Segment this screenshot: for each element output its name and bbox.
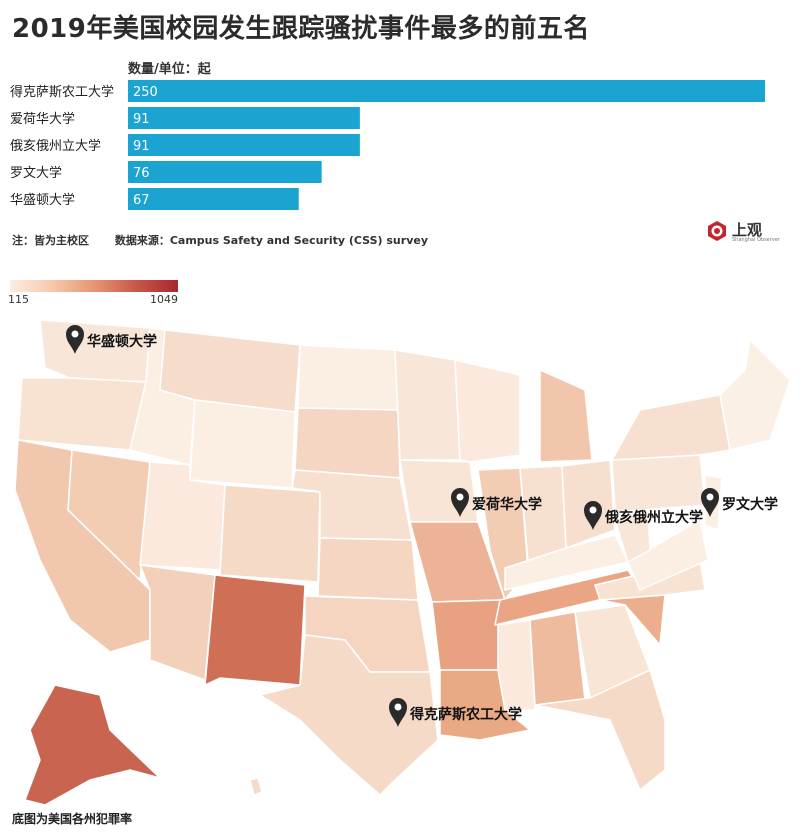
- map-pin-icon: [451, 488, 469, 517]
- bar-chart: 得克萨斯农工大学 250 爱荷华大学 91 俄亥俄州立大学 91 罗文大学 76 华盛顿大学 67: [10, 80, 765, 210]
- marker-label: 俄亥俄州立大学: [604, 509, 703, 526]
- state-new-york: [611, 394, 731, 461]
- state-wisconsin: [454, 359, 521, 463]
- page-title: 2019年美国校园发生跟踪骚扰事件最多的前五名: [12, 14, 590, 44]
- state-pennsylvania: [611, 454, 706, 513]
- state-minnesota: [394, 349, 461, 461]
- state-wyoming: [189, 399, 296, 489]
- bar-category-label: 爱荷华大学: [10, 111, 75, 127]
- state-indiana: [519, 465, 567, 563]
- marker-label: 华盛顿大学: [87, 333, 157, 350]
- map-pin-icon: [701, 488, 719, 517]
- logo-icon: [708, 221, 726, 241]
- bar: [128, 188, 299, 210]
- bar-value-label: 250: [133, 85, 158, 100]
- map-pin-icon: [584, 501, 602, 530]
- state-virginia: [627, 519, 709, 591]
- bar-value-label: 91: [133, 112, 150, 127]
- unit-label: 数量/单位：起: [128, 62, 211, 77]
- state-arizona: [139, 564, 216, 681]
- shanghai-observer-logo: 上观 Shanghai Observer: [706, 220, 786, 244]
- map-pin-icon: [389, 698, 407, 727]
- bar: [128, 134, 360, 156]
- bar-value-label: 91: [133, 139, 150, 154]
- state-kansas: [317, 537, 419, 601]
- state-colorado: [219, 484, 321, 583]
- bar: [128, 80, 765, 102]
- bar-category-label: 俄亥俄州立大学: [10, 138, 101, 154]
- state-west-virginia: [614, 511, 651, 563]
- state-mississippi: [497, 619, 536, 711]
- state-nevada: [67, 449, 151, 581]
- legend-max: 1049: [150, 293, 178, 306]
- state-new-mexico: [204, 574, 306, 686]
- marker-label: 罗文大学: [722, 496, 778, 513]
- university-marker: 爱荷华大学: [451, 488, 542, 517]
- chart-notes: 注：皆为主校区 数据来源：Campus Safety and Security …: [12, 232, 450, 248]
- note-text: 注：皆为主校区: [12, 234, 89, 247]
- university-marker: 华盛顿大学: [65, 324, 157, 354]
- map-legend: 115 1049: [8, 280, 178, 306]
- marker-label: 爱荷华大学: [472, 496, 542, 513]
- state-kentucky: [504, 534, 629, 591]
- state-florida: [534, 669, 666, 791]
- bar-category-label: 华盛顿大学: [10, 192, 75, 208]
- state-hawaii: [249, 777, 263, 796]
- bar-value-label: 67: [133, 193, 150, 208]
- state-texas: [259, 634, 439, 796]
- map-pin-icon: [65, 324, 85, 354]
- bar-category-label: 得克萨斯农工大学: [10, 84, 114, 100]
- state-washington: [39, 319, 151, 383]
- state-michigan: [539, 369, 593, 463]
- state-alaska: [24, 684, 161, 806]
- legend-min: 115: [8, 293, 29, 306]
- bar-category-label: 罗文大学: [10, 165, 62, 181]
- state-oregon: [17, 377, 147, 451]
- logo-subtext: Shanghai Observer: [732, 237, 780, 243]
- university-marker: 罗文大学: [701, 488, 778, 517]
- state-new-england: [719, 339, 791, 451]
- university-marker: 得克萨斯农工大学: [389, 698, 522, 727]
- bar-value-label: 76: [133, 166, 150, 181]
- state-arkansas: [431, 599, 501, 671]
- source-text: 数据来源：Campus Safety and Security (CSS) su…: [114, 234, 428, 247]
- legend-gradient: [10, 280, 178, 292]
- state-south-dakota: [294, 407, 401, 479]
- map-caption: 底图为美国各州犯罪率: [12, 812, 133, 826]
- bar: [128, 107, 360, 129]
- university-marker: 俄亥俄州立大学: [584, 501, 703, 530]
- logo-text: 上观: [732, 221, 763, 239]
- bar: [128, 161, 322, 183]
- marker-label: 得克萨斯农工大学: [409, 706, 522, 723]
- state-north-dakota: [297, 344, 399, 411]
